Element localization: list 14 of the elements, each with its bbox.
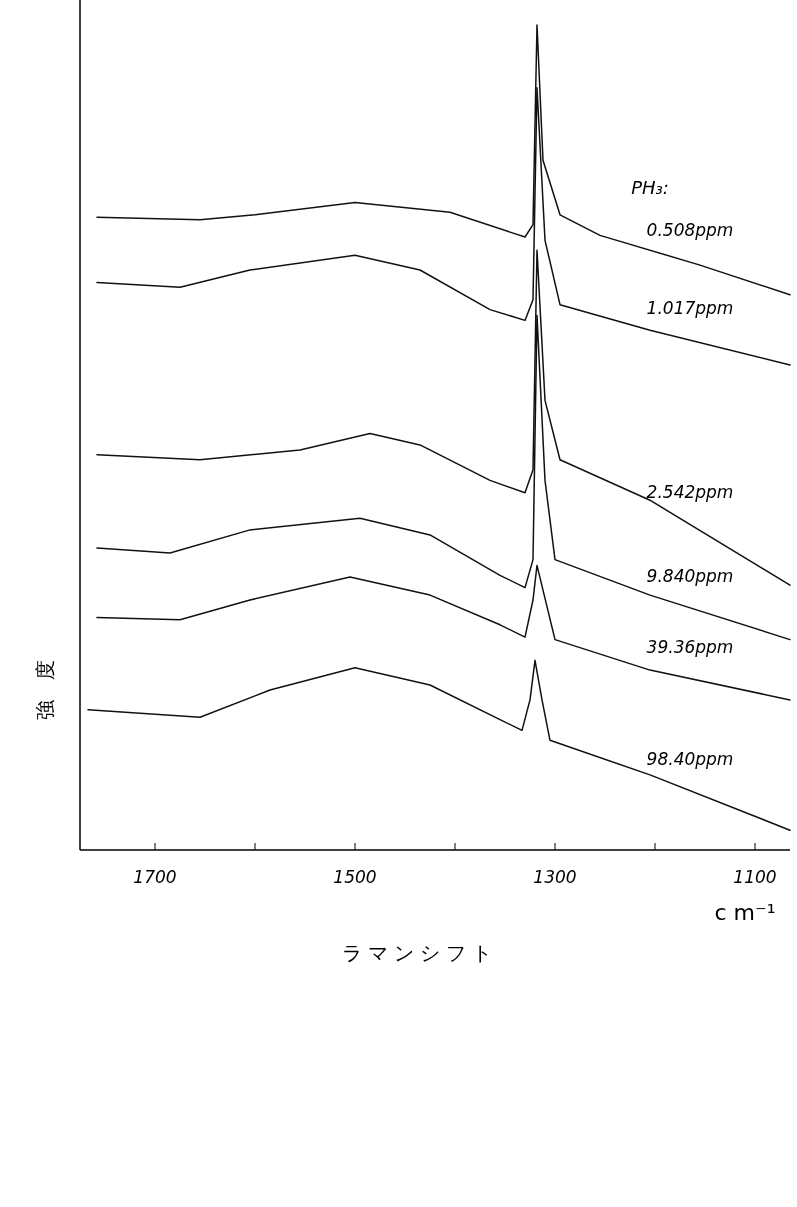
series-label: 9.840ppm [646, 565, 734, 586]
series-label: 98.40ppm [646, 748, 734, 769]
text: c m⁻¹ [714, 900, 776, 925]
x-tick-label: 1500 [333, 867, 377, 887]
x-tick-label: 1700 [133, 867, 177, 887]
series-label: 2.542ppm [646, 482, 734, 503]
y-axis-title: 強 度 [33, 660, 57, 720]
x-tick-label: 1100 [733, 867, 777, 887]
x-tick-label: 1300 [533, 867, 577, 887]
legend-title: PH₃: [631, 176, 669, 198]
series-label: 0.508ppm [646, 219, 734, 240]
series-label: 1.017ppm [646, 298, 734, 319]
x-axis-title: ラマンシフト [342, 941, 498, 965]
series-label: 39.36ppm [646, 636, 734, 657]
